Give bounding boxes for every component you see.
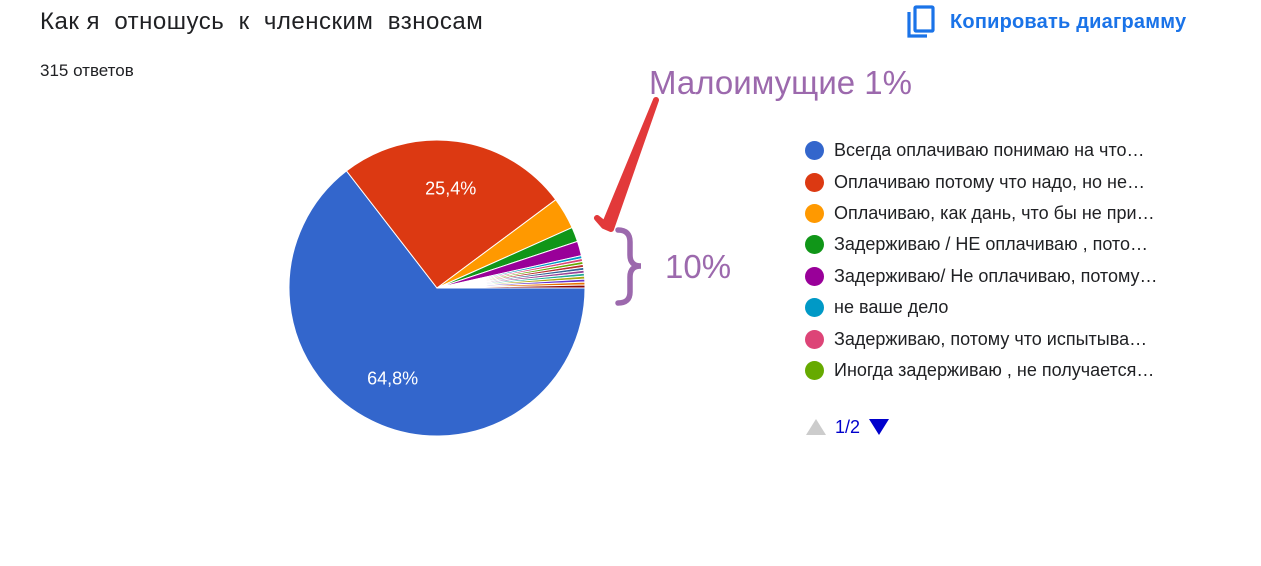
legend-item-label: Иногда задерживаю , не получается…: [834, 359, 1155, 380]
pie-data-labels: 64,8% 25,4%: [367, 178, 476, 388]
legend-item[interactable]: не ваше дело: [805, 292, 1225, 323]
legend-item[interactable]: Иногда задерживаю , не получается…: [805, 355, 1225, 386]
legend-color-dot: [805, 235, 824, 255]
legend-item[interactable]: Задерживаю/ Не оплачиваю, потому…: [805, 261, 1225, 292]
pie-slice-16[interactable]: [436, 284, 586, 289]
pie-data-label-2: 25,4%: [425, 178, 476, 198]
pie-slices: [288, 139, 586, 437]
legend-item[interactable]: Оплачиваю потому что надо, но не…: [805, 166, 1225, 197]
legend-item[interactable]: Задерживаю, потому что испытыва…: [805, 323, 1225, 354]
response-count: 315 ответов: [40, 61, 134, 80]
legend-item[interactable]: Задерживаю / НЕ оплачиваю , пото…: [805, 229, 1225, 260]
annotations: Малоимущие 1% 10%: [594, 64, 912, 306]
chart-title: Как я отношусь к членским взносам: [40, 8, 484, 35]
chart-legend: Всегда оплачиваю понимаю на что… Оплачива…: [805, 135, 1225, 386]
legend-item-label: не ваше дело: [834, 297, 949, 318]
copy-chart-label: Копировать диаграмму: [950, 10, 1187, 33]
copy-icon: [907, 5, 935, 38]
triangle-down-icon[interactable]: [868, 417, 890, 437]
pie-slice-2[interactable]: [345, 139, 557, 289]
annotation-arrow-text: Малоимущие 1%: [649, 64, 912, 101]
legend-color-dot: [805, 203, 824, 223]
legend-item-label: Всегда оплачиваю понимаю на что…: [834, 140, 1145, 161]
legend-color-dot: [805, 172, 824, 192]
legend-page-label: 1/2: [835, 416, 861, 437]
pie-slice-1[interactable]: [288, 170, 586, 437]
legend-item-label: Задерживаю/ Не оплачиваю, потому…: [834, 265, 1158, 286]
legend-color-dot: [805, 360, 824, 380]
legend-item-label: Оплачиваю, как дань, что бы не при…: [834, 202, 1155, 223]
annotation-arrow: [594, 97, 659, 232]
legend-item-label: Оплачиваю потому что надо, но не…: [834, 171, 1145, 192]
legend-item-label: Задерживаю / НЕ оплачиваю , пото…: [834, 234, 1148, 255]
legend-color-dot: [805, 266, 824, 286]
triangle-up-icon[interactable]: [805, 417, 827, 437]
legend-pager: 1/2: [805, 414, 890, 440]
annotation-brace-text: 10%: [665, 248, 731, 285]
pie-data-label-1: 64,8%: [367, 368, 418, 388]
legend-color-dot: [805, 141, 824, 161]
pie-chart: 64,8% 25,4% Малоимущие 1% 10%: [288, 64, 912, 437]
legend-item[interactable]: Всегда оплачиваю понимаю на что…: [805, 135, 1225, 166]
copy-chart-button[interactable]: Копировать диаграмму: [906, 4, 1186, 40]
legend-item-label: Задерживаю, потому что испытыва…: [834, 328, 1148, 349]
annotation-brace: [615, 227, 642, 306]
legend-color-dot: [805, 329, 824, 349]
legend-item[interactable]: Оплачиваю, как дань, что бы не при…: [805, 198, 1225, 229]
legend-color-dot: [805, 298, 824, 318]
